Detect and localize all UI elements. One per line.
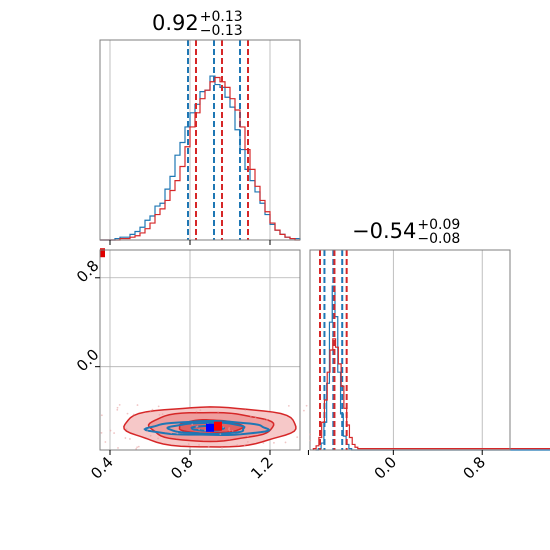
p3-scatter-point-51 [296, 436, 299, 439]
p2-frame [309, 249, 511, 451]
param-1-title-value: 0.92 [152, 11, 199, 35]
p2-histogram-series-0 [315, 285, 550, 451]
p3-scatter-point-67 [187, 443, 190, 445]
p3-scatter-point-6 [243, 444, 246, 447]
p3-scatter-point-19 [132, 413, 135, 416]
p3-ytick-label-0: 0.0 [73, 346, 103, 376]
p3-scatter-point-31 [195, 425, 198, 428]
p3-xtick-label-2: 1.2 [247, 453, 277, 483]
p3-scatter-point-53 [254, 416, 257, 419]
p3-scatter-point-61 [160, 426, 163, 429]
p3-scatter-point-55 [149, 411, 152, 413]
p3-ytick-label-1: 0.8 [73, 257, 103, 287]
p3-scatter-point-44 [157, 405, 160, 408]
p3-scatter-point-24 [231, 430, 234, 432]
p3-scatter-point-28 [109, 429, 112, 432]
p3-scatter-point-29 [248, 419, 251, 422]
p3-scatter-point-42 [146, 430, 149, 433]
p3-scatter-point-69 [100, 414, 103, 417]
p3-scatter-point-20 [176, 432, 179, 435]
p3-scatter-point-63 [149, 434, 152, 437]
p3-scatter-point-26 [129, 438, 131, 440]
p3-scatter-point-54 [244, 409, 247, 412]
p3-scatter-point-47 [118, 403, 121, 406]
p3-scatter-point-45 [100, 431, 103, 434]
p3-scatter-point-13 [309, 439, 312, 442]
p3-scatter-point-40 [221, 446, 223, 449]
p2-xtick-label-0: 0.0 [371, 453, 401, 483]
p1-frame [99, 39, 301, 241]
param-1-histogram-panel [99, 39, 301, 241]
p3-scatter-point-21 [116, 406, 119, 409]
p3-scatter-point-4 [228, 429, 231, 432]
p3-scatter-point-59 [284, 441, 287, 444]
p3-scatter-point-25 [266, 418, 268, 421]
p3-frame [99, 249, 301, 451]
p3-scatter-point-50 [126, 412, 129, 415]
p3-scatter-point-16 [136, 404, 139, 406]
param-1-title-plus: +0.13 [199, 9, 243, 25]
p3-scatter-point-62 [113, 432, 116, 434]
p3-scatter-point-36 [158, 413, 161, 416]
p3-scatter-point-57 [117, 447, 119, 449]
p2-xtick-label-1: 0.8 [459, 453, 489, 483]
p3-scatter-point-41 [170, 432, 173, 434]
p3-scatter-point-1 [124, 437, 127, 439]
param-2-title: −0.54 +0.09 −0.08 [352, 218, 460, 246]
param-1-title-minus: −0.13 [199, 23, 243, 39]
p3-blue-contour-1 [166, 421, 246, 436]
p3-scatter-point-66 [236, 444, 239, 446]
param-2-histogram-panel [309, 249, 550, 451]
p3-scatter-point-22 [151, 408, 154, 411]
p3-scatter-point-64 [273, 441, 275, 444]
param-2-title-minus: −0.08 [417, 231, 461, 247]
p3-scatter-point-33 [198, 428, 201, 431]
p3-scatter-point-9 [222, 426, 225, 429]
p1-histogram-series-1 [100, 76, 300, 241]
joint-contour-panel [99, 248, 312, 451]
p3-scatter-point-5 [161, 413, 164, 416]
p3-scatter-point-34 [157, 437, 159, 440]
p3-scatter-point-27 [198, 443, 200, 446]
p3-scatter-point-10 [137, 445, 140, 448]
p2-histogram-series-1 [312, 338, 550, 450]
p3-scatter-point-7 [208, 437, 211, 440]
p3-scatter-point-14 [191, 423, 194, 426]
p3-scatter-point-8 [246, 440, 249, 443]
p3-scatter-point-52 [104, 441, 107, 443]
p3-scatter-point-43 [249, 415, 252, 418]
p3-scatter-point-17 [197, 437, 199, 440]
p3-red-marker [214, 421, 222, 431]
axis-tick-labels: 0.4 0.8 1.2 0.0 0.8 0.0 0.8 [73, 240, 489, 483]
p3-scatter-point-18 [219, 433, 222, 436]
param-1-title: 0.92 +0.13 −0.13 [152, 10, 243, 38]
p3-scatter-point-30 [309, 433, 312, 436]
p3-scatter-point-65 [135, 447, 138, 450]
p3-blue-marker [206, 423, 214, 432]
p3-scatter-point-11 [305, 404, 308, 407]
param-2-title-value: −0.54 [352, 219, 417, 243]
p3-blue-contour-2 [143, 419, 271, 436]
p3-scatter-point-35 [262, 442, 265, 444]
p3-xtick-label-1: 0.8 [167, 453, 197, 483]
p3-xtick-label-0: 0.4 [87, 453, 117, 483]
p3-scatter-point-23 [202, 437, 205, 440]
p3-scatter-point-39 [263, 419, 266, 422]
p3-scatter-point-15 [246, 435, 249, 438]
param-2-title-plus: +0.09 [417, 217, 461, 233]
p3-scatter-point-12 [125, 428, 128, 431]
p3-scatter-point-68 [204, 429, 207, 432]
p3-truth-marker [100, 248, 105, 258]
p3-scatter-point-58 [217, 411, 220, 413]
p3-scatter-point-3 [116, 408, 119, 411]
p3-scatter-point-60 [207, 445, 210, 448]
p3-scatter-point-37 [287, 404, 290, 407]
p3-scatter-point-32 [195, 410, 198, 413]
p3-scatter-point-38 [303, 409, 305, 412]
p3-scatter-point-49 [228, 427, 231, 429]
p3-scatter-point-56 [136, 446, 139, 449]
p3-scatter-point-48 [199, 409, 202, 412]
